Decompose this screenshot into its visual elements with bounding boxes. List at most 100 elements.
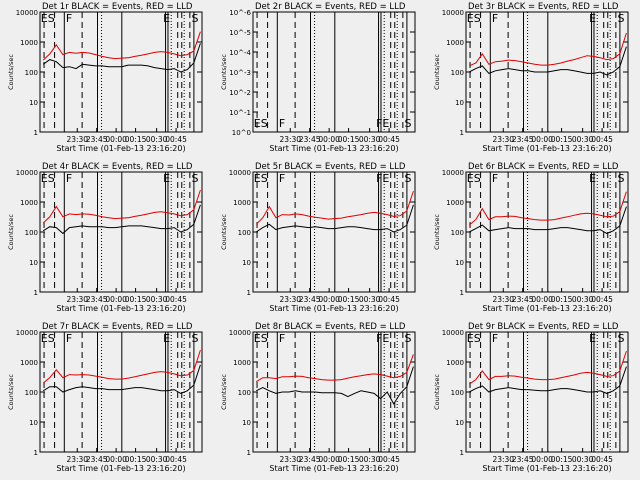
x-tick-label: 00:45 [378, 455, 400, 464]
x-tick-label: 23:45 [86, 135, 108, 144]
y-tick-label: 100 [451, 389, 464, 397]
y-tick-label: 10000 [442, 9, 464, 17]
x-tick-label: 23:30 [66, 135, 88, 144]
x-tick-label: 00:00 [531, 295, 553, 304]
x-tick-label: 00:15 [338, 295, 360, 304]
x-tick-label: 00:45 [378, 135, 400, 144]
series-lld-line [42, 189, 201, 224]
chart-panel: Det 2r BLACK = Events, RED = LLD 23:3023:… [220, 2, 416, 153]
x-axis-label: Start Time (01-Feb-13 23:16:20) [56, 304, 185, 313]
x-tick-label: 23:30 [66, 455, 88, 464]
x-tick-label: 00:15 [125, 135, 147, 144]
event-label: F [66, 172, 72, 185]
event-label: S [404, 172, 411, 185]
series-events-line [42, 364, 201, 394]
x-tick-label: 00:45 [378, 295, 400, 304]
y-tick-label: 10^-2 [229, 89, 251, 97]
x-tick-label: 00:00 [531, 135, 553, 144]
x-axis-label: Start Time (01-Feb-13 23:16:20) [56, 464, 185, 473]
y-tick-label: 10 [455, 259, 464, 267]
y-axis-label: Counts/sec [7, 214, 15, 250]
y-tick-label: 1 [460, 129, 464, 137]
x-tick-label: 00:15 [551, 295, 573, 304]
y-tick-label: 100 [25, 69, 38, 77]
y-axis-label: Counts/sec [433, 214, 441, 250]
x-tick-label: 00:30 [359, 455, 381, 464]
y-tick-label: 10 [242, 419, 251, 427]
y-tick-label: 1000 [20, 199, 38, 207]
y-tick-label: 10^-1 [229, 109, 251, 117]
chart-title: Det 1r BLACK = Events, RED = LLD [42, 2, 193, 12]
event-label: S [191, 332, 198, 345]
event-label: F [279, 332, 285, 345]
x-axis-label: Start Time (01-Feb-13 23:16:20) [482, 144, 611, 153]
y-tick-label: 10 [29, 99, 38, 107]
event-label: F [66, 12, 72, 25]
event-label: E [163, 332, 170, 345]
chart-title: Det 6r BLACK = Events, RED = LLD [468, 162, 619, 172]
x-tick-label: 00:00 [531, 455, 553, 464]
event-label: F [492, 332, 498, 345]
y-tick-label: 10000 [16, 169, 38, 177]
y-tick-label: 1000 [20, 359, 38, 367]
x-tick-label: 00:15 [125, 295, 147, 304]
series-events-line [42, 43, 201, 73]
series-lld-line [255, 354, 414, 383]
x-tick-label: 00:15 [338, 455, 360, 464]
y-tick-label: 1000 [446, 199, 464, 207]
event-label: S [404, 117, 411, 130]
event-label: FE [376, 172, 389, 185]
y-tick-label: 10 [455, 99, 464, 107]
x-tick-label: 00:30 [572, 455, 594, 464]
event-label: S [617, 12, 624, 25]
x-axis-label: Start Time (01-Feb-13 23:16:20) [482, 464, 611, 473]
event-label: F [492, 12, 498, 25]
x-tick-label: 23:30 [492, 455, 514, 464]
event-label: E [163, 12, 170, 25]
series-lld-line [468, 191, 627, 226]
y-tick-label: 10000 [229, 329, 251, 337]
event-label: FE [376, 332, 389, 345]
chart-panel: Det 3r BLACK = Events, RED = LLD 23:3023:… [433, 2, 629, 153]
y-tick-label: 1000 [233, 359, 251, 367]
event-label: ES [41, 12, 55, 25]
x-tick-label: 00:15 [338, 135, 360, 144]
x-tick-label: 00:30 [146, 295, 168, 304]
x-tick-label: 00:00 [318, 135, 340, 144]
series-lld-line [255, 190, 414, 225]
y-tick-label: 100 [451, 69, 464, 77]
x-tick-label: 00:00 [318, 455, 340, 464]
x-tick-label: 23:30 [279, 135, 301, 144]
chart-title: Det 9r BLACK = Events, RED = LLD [468, 322, 619, 332]
series-events-line [255, 204, 414, 233]
x-tick-label: 23:30 [66, 295, 88, 304]
y-tick-label: 10^-3 [229, 69, 251, 77]
event-label: S [191, 12, 198, 25]
chart-title: Det 2r BLACK = Events, RED = LLD [255, 2, 406, 12]
event-label: E [589, 332, 596, 345]
x-tick-label: 00:45 [591, 135, 613, 144]
chart-title: Det 8r BLACK = Events, RED = LLD [255, 322, 406, 332]
y-axis-label: Counts/sec [433, 374, 441, 410]
x-tick-label: 00:45 [591, 295, 613, 304]
y-tick-label: 10 [29, 419, 38, 427]
chart-title: Det 7r BLACK = Events, RED = LLD [42, 322, 193, 332]
event-label: E [163, 172, 170, 185]
y-tick-label: 10000 [16, 329, 38, 337]
series-events-line [42, 204, 201, 235]
x-tick-label: 00:15 [551, 135, 573, 144]
y-axis-label: Counts/sec [7, 54, 15, 90]
x-tick-label: 23:30 [279, 295, 301, 304]
y-tick-label: 10000 [442, 329, 464, 337]
y-tick-label: 1000 [446, 359, 464, 367]
y-axis-label: Counts/sec [7, 374, 15, 410]
y-tick-label: 10^-5 [229, 29, 251, 37]
y-tick-label: 100 [25, 389, 38, 397]
x-tick-label: 00:00 [105, 455, 127, 464]
x-tick-label: 00:00 [105, 135, 127, 144]
y-axis-label: Counts/sec [220, 374, 228, 410]
y-tick-label: 10 [242, 259, 251, 267]
chart-title: Det 3r BLACK = Events, RED = LLD [468, 2, 619, 12]
series-events-line [468, 46, 627, 76]
x-tick-label: 23:45 [86, 455, 108, 464]
